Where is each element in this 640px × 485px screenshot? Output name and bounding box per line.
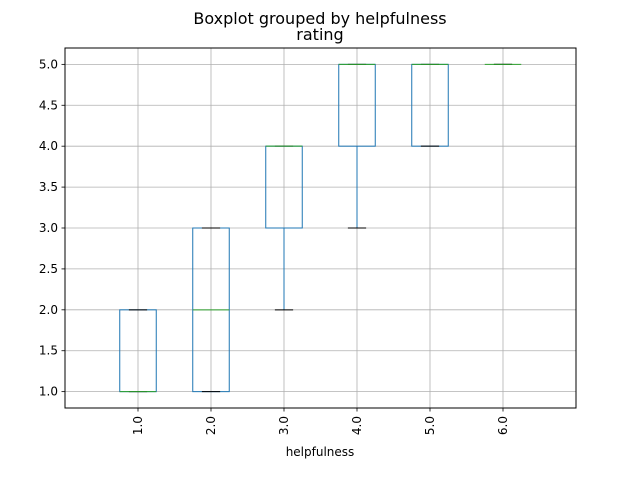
box-layer: [119, 63, 522, 393]
x-tick-label: 3.0: [277, 416, 291, 435]
chart-suptitle: Boxplot grouped by helpfulness: [193, 9, 446, 28]
y-tick-label: 1.0: [39, 385, 58, 399]
x-tick-label: 6.0: [496, 416, 510, 435]
x-axis-label: helpfulness: [286, 445, 355, 459]
x-tick-label: 4.0: [350, 416, 364, 435]
chart-title: rating: [296, 25, 343, 44]
y-tick-label: 1.5: [39, 344, 58, 358]
y-tick-label: 3.5: [39, 180, 58, 194]
x-tick-label: 1.0: [131, 416, 145, 435]
y-tick-label: 4.0: [39, 139, 58, 153]
x-tick-label: 2.0: [204, 416, 218, 435]
y-tick-label: 2.0: [39, 303, 58, 317]
y-tick-label: 5.0: [39, 57, 58, 71]
y-tick-label: 2.5: [39, 262, 58, 276]
tick-layer: 1.0 1.5 2.0 2.5 3.0 3.5 4.0 4.5 5.0 1.0 2.0 3.0 4.0 5…: [39, 57, 510, 435]
y-tick-label: 4.5: [39, 98, 58, 112]
grid-layer: [65, 48, 576, 408]
y-tick-label: 3.0: [39, 221, 58, 235]
x-tick-label: 5.0: [423, 416, 437, 435]
